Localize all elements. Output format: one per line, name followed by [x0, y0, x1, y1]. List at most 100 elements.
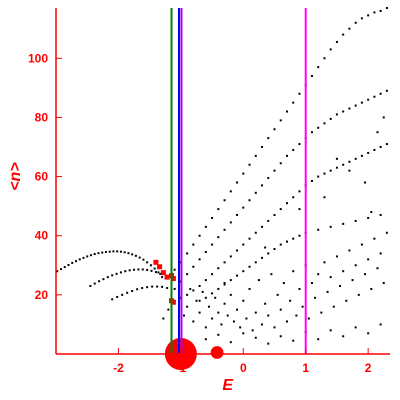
data-point-s2-2 — [121, 293, 124, 296]
data-point-s7-17 — [223, 302, 226, 305]
data-point-s2-1 — [116, 295, 119, 298]
data-point-s7-7 — [192, 320, 195, 323]
data-point-s7-75 — [267, 342, 270, 345]
data-point-s7-38 — [289, 299, 292, 302]
data-point-s7-65 — [373, 237, 376, 240]
data-point-s7-21 — [236, 308, 239, 311]
data-point-s7-60 — [357, 293, 360, 296]
data-point-s3-7 — [211, 216, 214, 219]
data-point-s0-3 — [67, 263, 70, 266]
data-point-s3-17 — [273, 128, 276, 131]
data-point-s0-5 — [74, 260, 77, 263]
data-point-s3-30 — [354, 21, 357, 24]
data-point-s7-45 — [310, 282, 313, 285]
data-point-s7-94 — [370, 211, 373, 214]
data-point-s6-20 — [342, 222, 345, 225]
y-tick-label-0: 20 — [35, 288, 49, 302]
data-point-s3-9 — [223, 199, 226, 202]
data-point-s2-3 — [126, 291, 129, 294]
chart-axes — [55, 8, 390, 355]
data-point-s6-23 — [379, 214, 382, 217]
data-point-s7-1 — [167, 308, 170, 311]
y-axis-title: <n> — [7, 162, 24, 190]
data-point-s4-28 — [348, 107, 351, 110]
data-point-s5-24 — [335, 166, 338, 169]
data-point-s7-86 — [264, 246, 267, 249]
data-point-s3-13 — [248, 163, 251, 166]
data-point-s1-6 — [115, 272, 118, 275]
data-point-s4-18 — [285, 154, 288, 157]
data-point-s5-7 — [229, 255, 232, 258]
data-point-s6-16 — [298, 234, 301, 237]
data-point-s5-1 — [192, 289, 195, 292]
data-point-s5-0 — [186, 293, 189, 296]
data-point-s7-58 — [351, 279, 354, 282]
data-point-s3-33 — [373, 11, 376, 14]
data-point-s5-32 — [385, 143, 388, 146]
data-point-s1-2 — [98, 280, 101, 283]
data-point-s3-23 — [310, 75, 313, 78]
data-point-s7-59 — [354, 264, 357, 267]
data-point-s7-41 — [298, 287, 301, 290]
data-point-s3-24 — [317, 66, 320, 69]
data-point-s7-87 — [298, 208, 301, 211]
data-point-s7-88 — [323, 196, 326, 199]
data-point-s7-92 — [376, 131, 379, 134]
data-point-s3-15 — [261, 145, 264, 148]
data-point-s2-8 — [151, 285, 154, 288]
data-point-s6-22 — [367, 216, 370, 219]
data-point-s0-27 — [157, 271, 160, 274]
data-point-s6-10 — [261, 256, 264, 259]
data-point-s6-11 — [267, 252, 270, 255]
data-point-s7-14 — [214, 296, 217, 299]
x-tick-label-3: 1 — [302, 361, 309, 375]
data-point-s4-0 — [173, 287, 176, 290]
data-point-s7-70 — [204, 338, 207, 341]
data-point-s7-80 — [329, 329, 332, 332]
data-point-s7-16 — [220, 323, 223, 326]
data-point-s7-29 — [261, 323, 264, 326]
data-point-s6-14 — [285, 240, 288, 243]
data-point-s5-3 — [204, 279, 207, 282]
data-point-s5-28 — [360, 154, 363, 157]
bubble-1 — [210, 346, 224, 359]
data-point-s0-1 — [59, 268, 62, 271]
data-point-s7-9 — [198, 311, 201, 314]
data-point-s3-3 — [186, 252, 189, 255]
data-point-s4-5 — [204, 250, 207, 253]
x-tick-label-1: -1 — [176, 361, 187, 375]
data-point-s7-6 — [189, 287, 192, 290]
data-point-s3-6 — [204, 225, 207, 228]
data-point-s4-3 — [192, 265, 195, 268]
data-point-s7-69 — [385, 231, 388, 234]
data-point-s7-63 — [367, 258, 370, 261]
data-point-s7-93 — [382, 116, 385, 119]
y-tick-label-1: 40 — [35, 229, 49, 243]
data-point-s5-30 — [373, 148, 376, 151]
data-point-s7-39 — [292, 270, 295, 273]
data-point-s4-6 — [211, 243, 214, 246]
data-point-s7-49 — [323, 261, 326, 264]
x-tick-label-2: 0 — [240, 361, 247, 375]
data-point-s7-36 — [282, 282, 285, 285]
data-point-s1-3 — [102, 278, 105, 281]
data-point-s4-8 — [223, 228, 226, 231]
data-point-s7-22 — [239, 326, 242, 329]
data-point-s7-42 — [301, 305, 304, 308]
data-point-s7-34 — [276, 293, 279, 296]
data-point-s3-20 — [292, 101, 295, 104]
data-point-s7-53 — [335, 255, 338, 258]
data-point-s7-15 — [217, 311, 220, 314]
data-point-s1-5 — [111, 274, 114, 277]
data-point-s7-50 — [326, 290, 329, 293]
data-point-s7-12 — [207, 305, 210, 308]
data-point-s4-11 — [242, 206, 245, 209]
data-point-s8-3 — [164, 274, 170, 280]
data-point-s0-12 — [101, 251, 104, 254]
data-point-s4-14 — [261, 184, 264, 187]
data-point-s4-34 — [385, 89, 388, 92]
data-point-s3-28 — [342, 33, 345, 36]
data-point-s6-9 — [254, 261, 257, 264]
data-point-s3-35 — [385, 7, 388, 9]
data-point-s0-17 — [119, 250, 122, 253]
